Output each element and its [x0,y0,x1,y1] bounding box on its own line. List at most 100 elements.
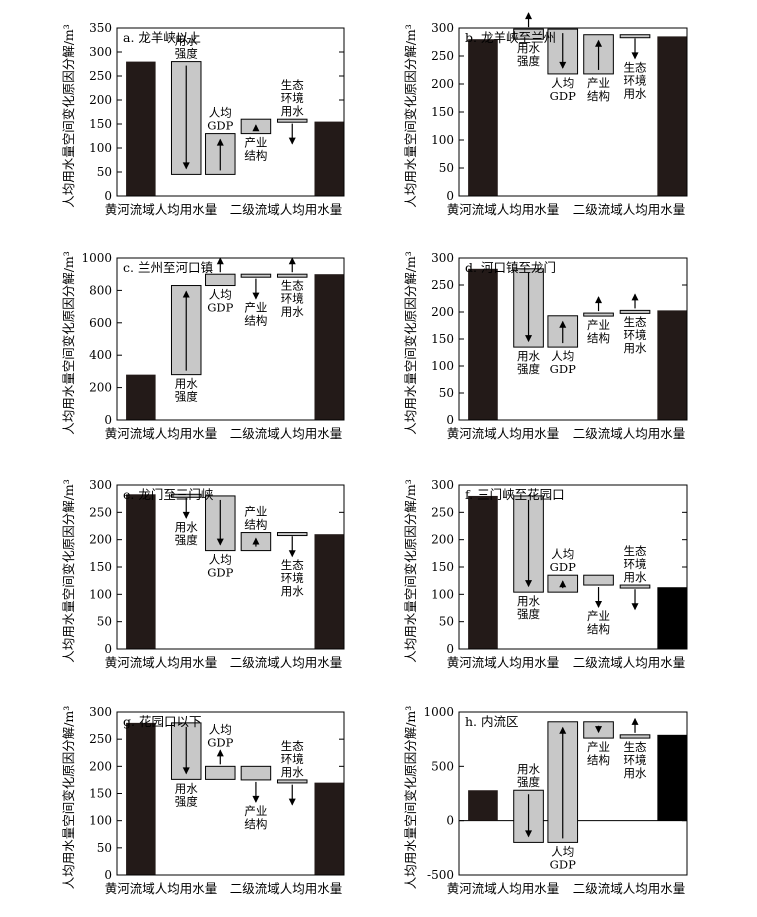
y-axis-label: 人均用水量空间变化原因分解/m³ [61,479,76,663]
step-label: 产业 [244,301,267,315]
total-bar [126,374,156,420]
step-label: 人均 [209,722,232,736]
y-tick-label: 600 [89,316,112,330]
y-axis-label: 人均用水量空间变化原因分解/m³ [403,251,418,435]
y-tick-label: 0 [104,189,112,203]
panel-title: d. 河口镇至龙门 [465,260,556,275]
y-tick-label: 50 [97,615,112,629]
step-label: 生态 [281,558,304,572]
change-arrow-head [525,335,533,343]
change-arrow-head [525,580,533,588]
y-tick-label: 0 [446,814,454,828]
change-arrow-head [288,257,296,265]
step-label: 强度 [175,794,198,808]
step-label: 人均 [551,844,574,858]
step-label: 产业 [587,318,610,332]
step-label: 用水 [624,86,647,100]
plot-frame [116,711,345,876]
x-category-left: 黄河流域人均用水量 [105,426,218,441]
y-tick-label: 300 [431,21,454,35]
y-tick-label: 200 [89,759,112,773]
step-label: 产业 [587,740,610,754]
total-bar [468,790,498,821]
plot-frame [458,27,688,197]
step-label: GDP [550,362,576,376]
x-category-left: 黄河流域人均用水量 [447,426,560,441]
x-category-left: 黄河流域人均用水量 [447,202,560,217]
change-bar [276,779,308,784]
change-arrow-head [559,580,567,588]
y-tick-label: 50 [439,615,454,629]
total-bar [657,587,687,649]
x-category-right: 二级流域人均用水量 [573,881,686,896]
step-label: 结构 [244,149,267,163]
chart-panel-d: 人均用水量空间变化原因分解/m³ 0 50 100 150 200 250 300 用水强度人均… [403,251,688,441]
step-label: 环境 [281,91,304,105]
step-label: 生态 [624,544,647,558]
step-label: GDP [550,89,576,103]
y-tick-label: 100 [89,814,112,828]
y-tick-label: -500 [427,868,454,882]
step-label: GDP [550,857,576,871]
panel-title: c. 兰州至河口镇 [123,260,213,275]
step-label: 产业 [244,804,267,818]
step-label: 用水 [281,584,304,598]
step-label: 人均 [209,288,232,302]
step-label: 强度 [175,390,198,404]
step-label: 用水 [281,305,304,319]
y-tick-label: 150 [431,560,454,574]
y-tick-label: 100 [89,587,112,601]
change-arrow-head [525,12,533,20]
step-label: 环境 [281,752,304,766]
panel-title: g. 花园口以下 [123,714,201,729]
y-tick-label: 200 [89,93,112,107]
y-tick-label: 300 [89,45,112,59]
x-category-left: 黄河流域人均用水量 [105,655,218,670]
y-tick-label: 100 [431,587,454,601]
step-label: 生态 [281,739,304,753]
step-label: 生态 [281,78,304,92]
step-label: 人均 [551,76,574,90]
change-arrow-head [252,537,260,545]
panel-title: f. 三门峡至花园口 [465,487,565,502]
y-tick-label: 0 [104,642,112,656]
y-tick-label: 150 [89,560,112,574]
change-bar [276,532,308,537]
y-tick-label: 200 [431,533,454,547]
step-label: 产业 [587,76,610,90]
y-tick-label: 200 [89,533,112,547]
panel-title: h. 内流区 [465,714,519,729]
step-label: 强度 [517,54,540,68]
y-tick-label: 250 [431,278,454,292]
total-bar [314,274,344,420]
step-label: 用水 [517,762,540,776]
step-label: 生态 [281,279,304,293]
total-bar [126,61,156,196]
step-label: GDP [207,566,233,580]
total-bar [126,494,156,649]
y-tick-label: 50 [439,161,454,175]
change-arrow-head [252,292,260,300]
step-label: 用水 [175,781,198,795]
change-arrow-head [595,296,603,304]
y-tick-label: 250 [89,69,112,83]
step-label: 用水 [175,377,198,391]
x-category-left: 黄河流域人均用水量 [447,881,560,896]
total-bar [657,36,687,197]
step-label: 人均 [209,106,232,120]
step-label: 强度 [175,47,198,61]
chart-panel-e: 人均用水量空间变化原因分解/m³ 050100150200250300用水强度人均… [61,478,345,670]
change-arrow-head [216,257,224,265]
change-arrow-head [182,511,190,519]
y-tick-label: 250 [89,505,112,519]
change-bar [240,765,272,781]
step-label: 人均 [551,349,574,363]
y-axis-label: 人均用水量空间变化原因分解/m³ [403,706,418,890]
step-label: 人均 [209,553,232,567]
y-tick-label: 400 [89,348,112,362]
change-arrow-head [631,293,639,301]
y-tick-label: 300 [89,705,112,719]
